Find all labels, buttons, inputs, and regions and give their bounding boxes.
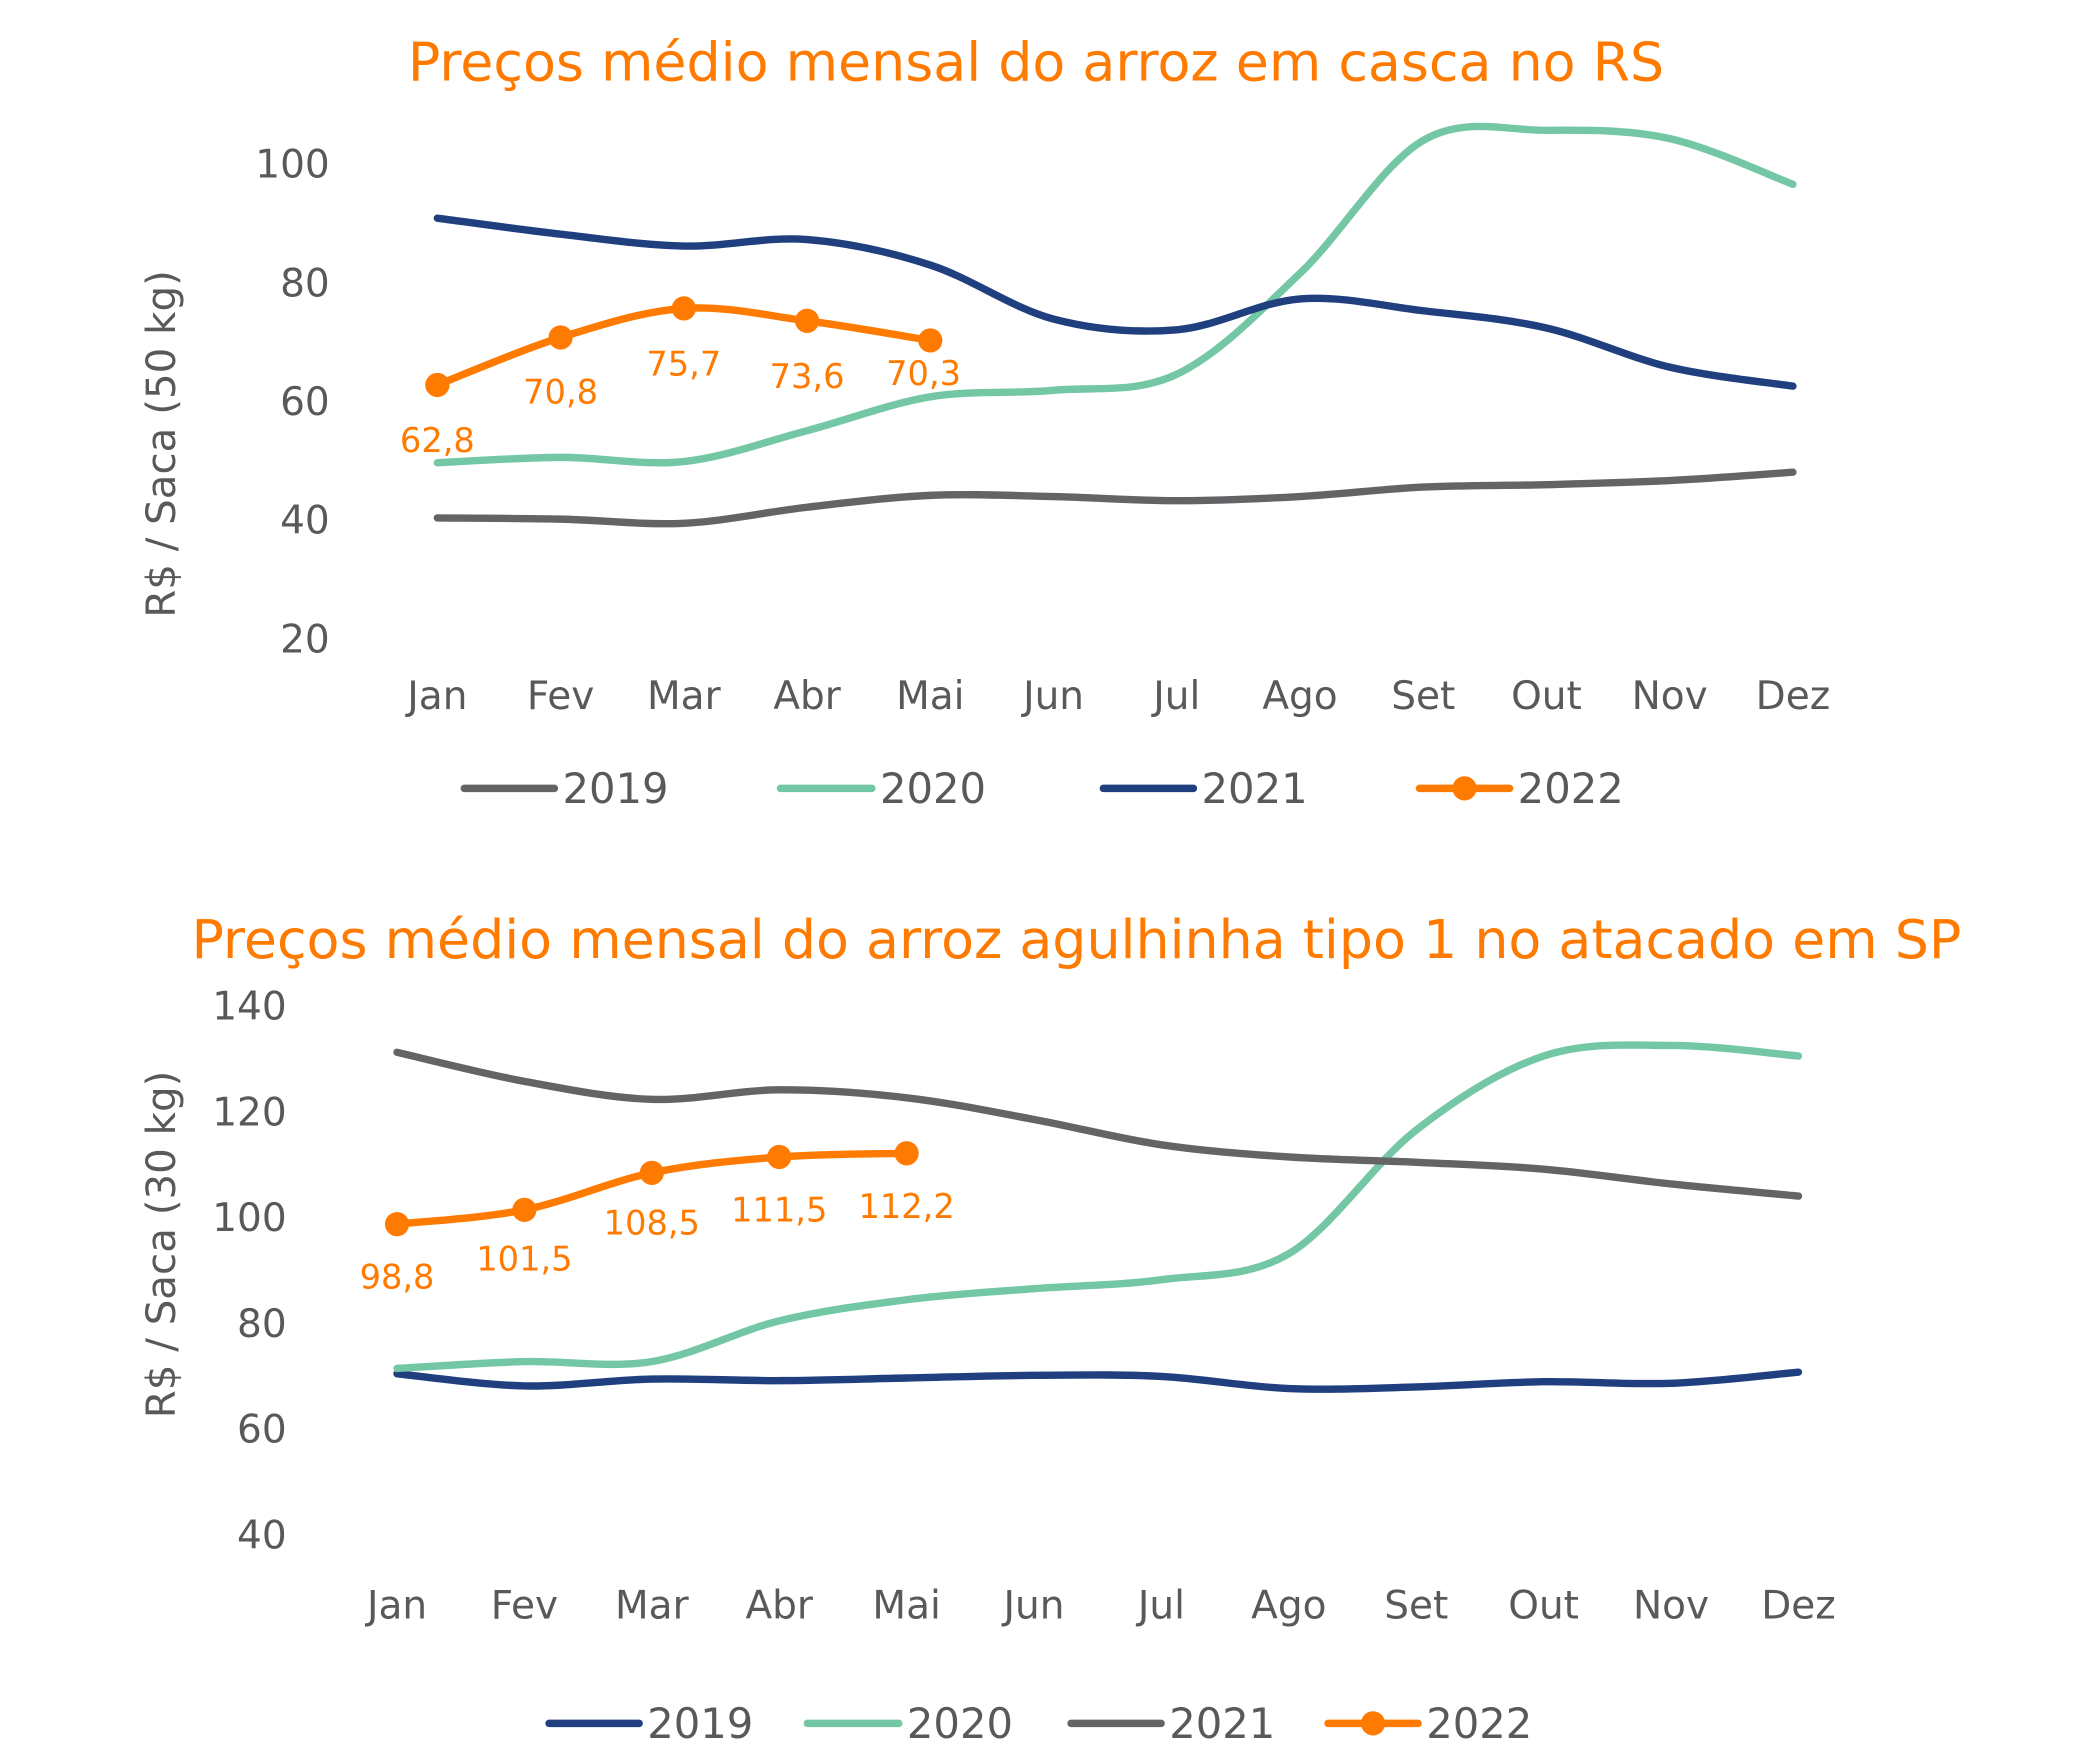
- data-label: 62,8: [400, 421, 475, 460]
- y-axis-label: R$ / Saca (50 kg): [138, 270, 185, 618]
- legend-label-2022: 2022: [1426, 1699, 1532, 1748]
- x-tick-label: Jul: [1150, 674, 1200, 719]
- x-tick-label: Nov: [1633, 1583, 1709, 1628]
- data-point: [512, 1197, 537, 1222]
- x-tick-label: Dez: [1761, 1583, 1836, 1628]
- y-axis-label: R$ / Saca (30 kg): [138, 1071, 185, 1419]
- y-tick-label: 100: [255, 143, 329, 188]
- data-label: 111,5: [731, 1191, 827, 1230]
- chart-rs: Preços médio mensal do arroz em casca no…: [138, 31, 1830, 813]
- legend-label-2019: 2019: [647, 1699, 753, 1748]
- data-label: 70,3: [886, 354, 961, 393]
- x-tick-label: Set: [1391, 674, 1455, 719]
- data-label: 70,8: [523, 372, 598, 411]
- x-tick-label: Dez: [1756, 674, 1831, 719]
- series-line-2021: [393, 1048, 1803, 1200]
- x-tick-label: Nov: [1632, 674, 1708, 719]
- x-tick-label: Mai: [872, 1583, 940, 1628]
- data-point: [794, 308, 820, 333]
- x-tick-label: Ago: [1251, 1583, 1326, 1628]
- legend-label-2022: 2022: [1518, 764, 1624, 813]
- x-tick-label: Fev: [527, 674, 594, 719]
- x-tick-label: Set: [1384, 1583, 1448, 1628]
- x-tick-label: Ago: [1262, 674, 1337, 719]
- y-tick-label: 40: [280, 499, 330, 544]
- x-tick-label: Mar: [615, 1583, 690, 1628]
- data-label: 73,6: [770, 357, 845, 396]
- series-line-2019: [393, 1368, 1803, 1393]
- data-point: [767, 1144, 792, 1170]
- legend-label-2020: 2020: [880, 764, 986, 813]
- data-point: [639, 1160, 664, 1185]
- y-tick-label: 140: [212, 985, 286, 1030]
- data-label: 112,2: [858, 1187, 954, 1226]
- data-point: [384, 1212, 410, 1237]
- x-tick-label: Mar: [647, 674, 722, 719]
- legend-label-2021: 2021: [1202, 764, 1308, 813]
- x-tick-label: Jan: [364, 1583, 427, 1628]
- legend-label-2021: 2021: [1169, 1699, 1275, 1748]
- x-tick-label: Jun: [1001, 1583, 1065, 1628]
- data-label: 101,5: [476, 1239, 572, 1278]
- legend-label-2020: 2020: [907, 1699, 1013, 1748]
- x-tick-label: Out: [1511, 674, 1582, 719]
- y-tick-label: 40: [237, 1513, 287, 1558]
- series-line-2021: [433, 214, 1797, 390]
- y-tick-label: 80: [280, 261, 330, 306]
- x-tick-label: Abr: [773, 674, 841, 719]
- y-tick-label: 20: [280, 617, 330, 662]
- y-tick-label: 60: [280, 380, 330, 425]
- data-point: [918, 328, 943, 353]
- data-label: 98,8: [360, 1258, 435, 1297]
- y-tick-label: 120: [212, 1091, 286, 1136]
- y-tick-label: 60: [237, 1408, 287, 1453]
- x-tick-label: Jul: [1135, 1583, 1185, 1628]
- legend-marker: [1452, 776, 1477, 801]
- data-point: [671, 296, 696, 321]
- y-tick-label: 100: [212, 1196, 286, 1241]
- chart-sp: Preços médio mensal do arroz agulhinha t…: [138, 908, 1961, 1748]
- data-point: [894, 1141, 919, 1166]
- y-tick-label: 80: [237, 1302, 287, 1347]
- chart-title: Preços médio mensal do arroz em casca no…: [408, 31, 1664, 94]
- data-label: 108,5: [604, 1204, 700, 1243]
- x-tick-label: Jun: [1020, 674, 1084, 719]
- x-tick-label: Fev: [491, 1583, 558, 1628]
- chart-title: Preços médio mensal do arroz agulhinha t…: [191, 908, 1961, 971]
- series-line-2020: [393, 1041, 1803, 1373]
- x-tick-label: Out: [1508, 1583, 1579, 1628]
- x-tick-label: Jan: [404, 674, 467, 719]
- x-tick-label: Mai: [896, 674, 964, 719]
- x-tick-label: Abr: [745, 1583, 813, 1628]
- data-label: 75,7: [646, 345, 721, 384]
- data-point: [425, 372, 450, 398]
- series-line-2019: [433, 468, 1797, 528]
- legend-marker: [1360, 1711, 1386, 1736]
- data-point: [548, 325, 573, 350]
- legend-label-2019: 2019: [562, 764, 668, 813]
- series-line-2020: [433, 122, 1797, 467]
